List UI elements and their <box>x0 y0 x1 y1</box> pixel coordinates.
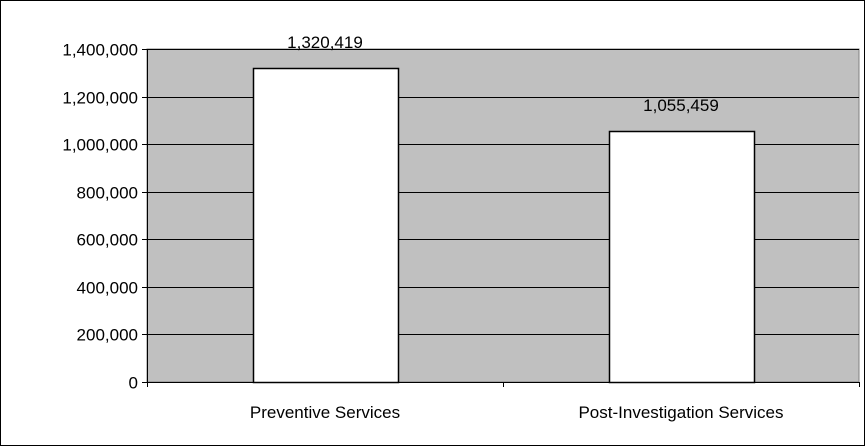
bar-preventive-services <box>252 67 400 384</box>
y-tick-label: 1,400,000 <box>62 41 138 60</box>
y-tick-label: 600,000 <box>77 231 138 250</box>
y-tick-label: 200,000 <box>77 326 138 345</box>
y-tick-label: 0 <box>129 374 138 393</box>
y-tick-label: 400,000 <box>77 279 138 298</box>
y-tick-label: 800,000 <box>77 184 138 203</box>
data-label: 1,320,419 <box>287 33 363 52</box>
x-category-label: Post-Investigation Services <box>578 403 783 422</box>
y-tick-label: 1,200,000 <box>62 89 138 108</box>
axes <box>142 49 860 387</box>
x-category-label: Preventive Services <box>250 403 400 422</box>
labels: 0 200,000 400,000 600,000 800,000 1,000,000 1,… <box>62 33 783 422</box>
bar-post-investigation-services <box>608 130 756 384</box>
y-tick-label: 1,000,000 <box>62 136 138 155</box>
data-label: 1,055,459 <box>643 96 719 115</box>
bars <box>252 67 756 384</box>
